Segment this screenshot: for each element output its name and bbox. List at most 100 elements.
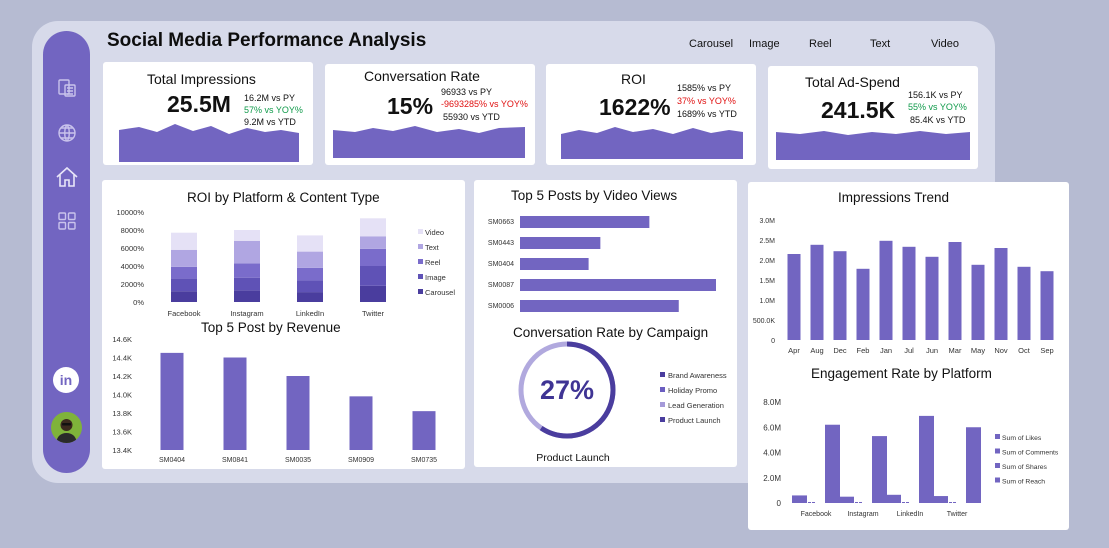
engagement-bar [859,501,862,503]
y-tick-label: SM0404 [488,261,514,268]
y-tick-label: 14.0K [112,391,132,400]
x-tick-label: Instagram [847,511,878,518]
engagement-bar [953,501,956,503]
legend-swatch [660,417,665,422]
y-tick-label: SM0443 [488,240,514,247]
y-tick-label: 14.6K [112,335,132,344]
stacked-bar-segment [171,249,197,267]
filter-text[interactable]: Text [870,38,891,50]
revenue-bar-chart: 13.4K 13.6K 13.8K 14.0K 14.2K 14.4K 14.6K SM040… [112,335,437,464]
x-tick-label: Twitter [362,309,385,318]
impressions-bar [833,251,847,340]
legend-swatch [418,244,423,249]
sidebar [43,31,90,473]
legend-swatch [418,259,423,264]
legend-label: Product Launch [668,416,721,425]
stacked-bar-segment [360,266,386,286]
filter-video[interactable]: Video [931,38,959,50]
stacked-bar-segment [171,266,197,279]
filter-image[interactable]: Image [749,38,780,50]
filter-reel[interactable]: Reel [809,38,832,50]
engagement-bar [966,427,981,503]
chart-title-video: Top 5 Posts by Video Views [511,188,678,203]
y-tick-label: 2.5M [759,238,775,245]
y-tick-label: 1.5M [759,278,775,285]
engagement-bar [919,415,934,503]
stacked-bar-segment [171,232,197,250]
legend-swatch [660,387,665,392]
stacked-bar-segment [297,267,323,281]
stacked-bar-segment [234,230,260,241]
roi-sparkline [561,127,743,159]
kpi-card-roi: ROI 1622% 1585% vs PY 37% vs YOY% 1689% … [546,64,756,165]
impressions-bar [994,248,1008,340]
impressions-bar [971,264,985,340]
impressions-bar [948,242,962,340]
y-tick-label: 10000% [116,208,144,217]
x-tick-label: LinkedIn [296,309,324,318]
x-tick-label: SM0035 [285,457,311,464]
globe-icon[interactable] [43,118,90,148]
y-tick-label: 2.0M [759,258,775,265]
engagement-bar [902,502,905,503]
legend-swatch [660,372,665,377]
filter-carousel[interactable]: Carousel [689,38,734,50]
x-tick-label: SM0909 [348,457,374,464]
kpi-card-adspend: Total Ad-Spend 241.5K 156.1K vs PY 55% v… [768,66,978,169]
kpi-vs-ytd: 85.4K vs YTD [910,115,966,125]
impressions-bar [810,244,824,340]
video-bar [520,279,716,291]
engagement-bar [792,495,807,503]
video-bar [520,300,679,312]
avatar[interactable] [51,412,82,443]
chart-title-roi: ROI by Platform & Content Type [187,190,380,205]
grid-icon[interactable] [43,206,90,236]
stacked-bar-segment [360,248,386,266]
legend-label: Sum of Likes [1002,435,1042,442]
legend-label: Image [425,273,446,282]
x-tick-label: SM0404 [159,457,185,464]
legend-label: Text [425,243,440,252]
revenue-bar [286,376,310,450]
impressions-bar [1040,271,1054,340]
x-tick-label: Facebook [801,511,832,518]
stacked-bar-segment [297,280,323,293]
document-stack-icon[interactable] [43,73,90,103]
panel-impressions-engagement: Impressions Trend Engagement Rate by Pla… [748,182,1069,530]
impressions-bar [902,246,916,340]
kpi-vs-py: 96933 vs PY [441,87,493,97]
legend-swatch [995,448,1000,454]
chart-title-campaign: Conversation Rate by Campaign [513,325,709,340]
stacked-bar-segment [297,292,323,302]
kpi-vs-py: 16.2M vs PY [244,93,296,103]
revenue-bar [223,357,247,450]
revenue-bar [160,352,184,450]
kpi-vs-py: 1585% vs PY [677,83,732,93]
engagement-bar [872,436,887,503]
y-tick-label: 8.0M [763,398,781,407]
donut-center-label: 27% [540,375,594,405]
stacked-bar-segment [360,285,386,302]
legend-label: Sum of Comments [1002,450,1059,457]
x-tick-label: Jul [904,346,914,355]
video-views-chart: SM0663 SM0443 SM0404 SM0087 SM0006 [488,216,716,312]
y-tick-label: 14.2K [112,372,132,381]
linkedin-icon[interactable]: in [53,367,79,393]
impressions-sparkline [119,124,299,162]
stacked-bar-segment [171,278,197,292]
video-bar [520,237,601,249]
stacked-bar-segment [234,277,260,291]
stacked-bar-segment [234,263,260,278]
engagement-bar [808,502,811,503]
legend-swatch [418,229,423,234]
kpi-vs-ytd: 9.2M vs YTD [244,117,296,127]
y-tick-label: 8000% [121,226,145,235]
kpi-label: ROI [621,71,646,87]
kpi-value: 25.5M [167,91,231,117]
kpi-vs-ytd: 55930 vs YTD [443,112,500,122]
x-tick-label: LinkedIn [897,511,924,518]
legend-swatch [660,402,665,407]
stacked-bar-segment [360,218,386,237]
home-icon[interactable] [43,162,90,192]
legend-swatch [995,463,1000,468]
